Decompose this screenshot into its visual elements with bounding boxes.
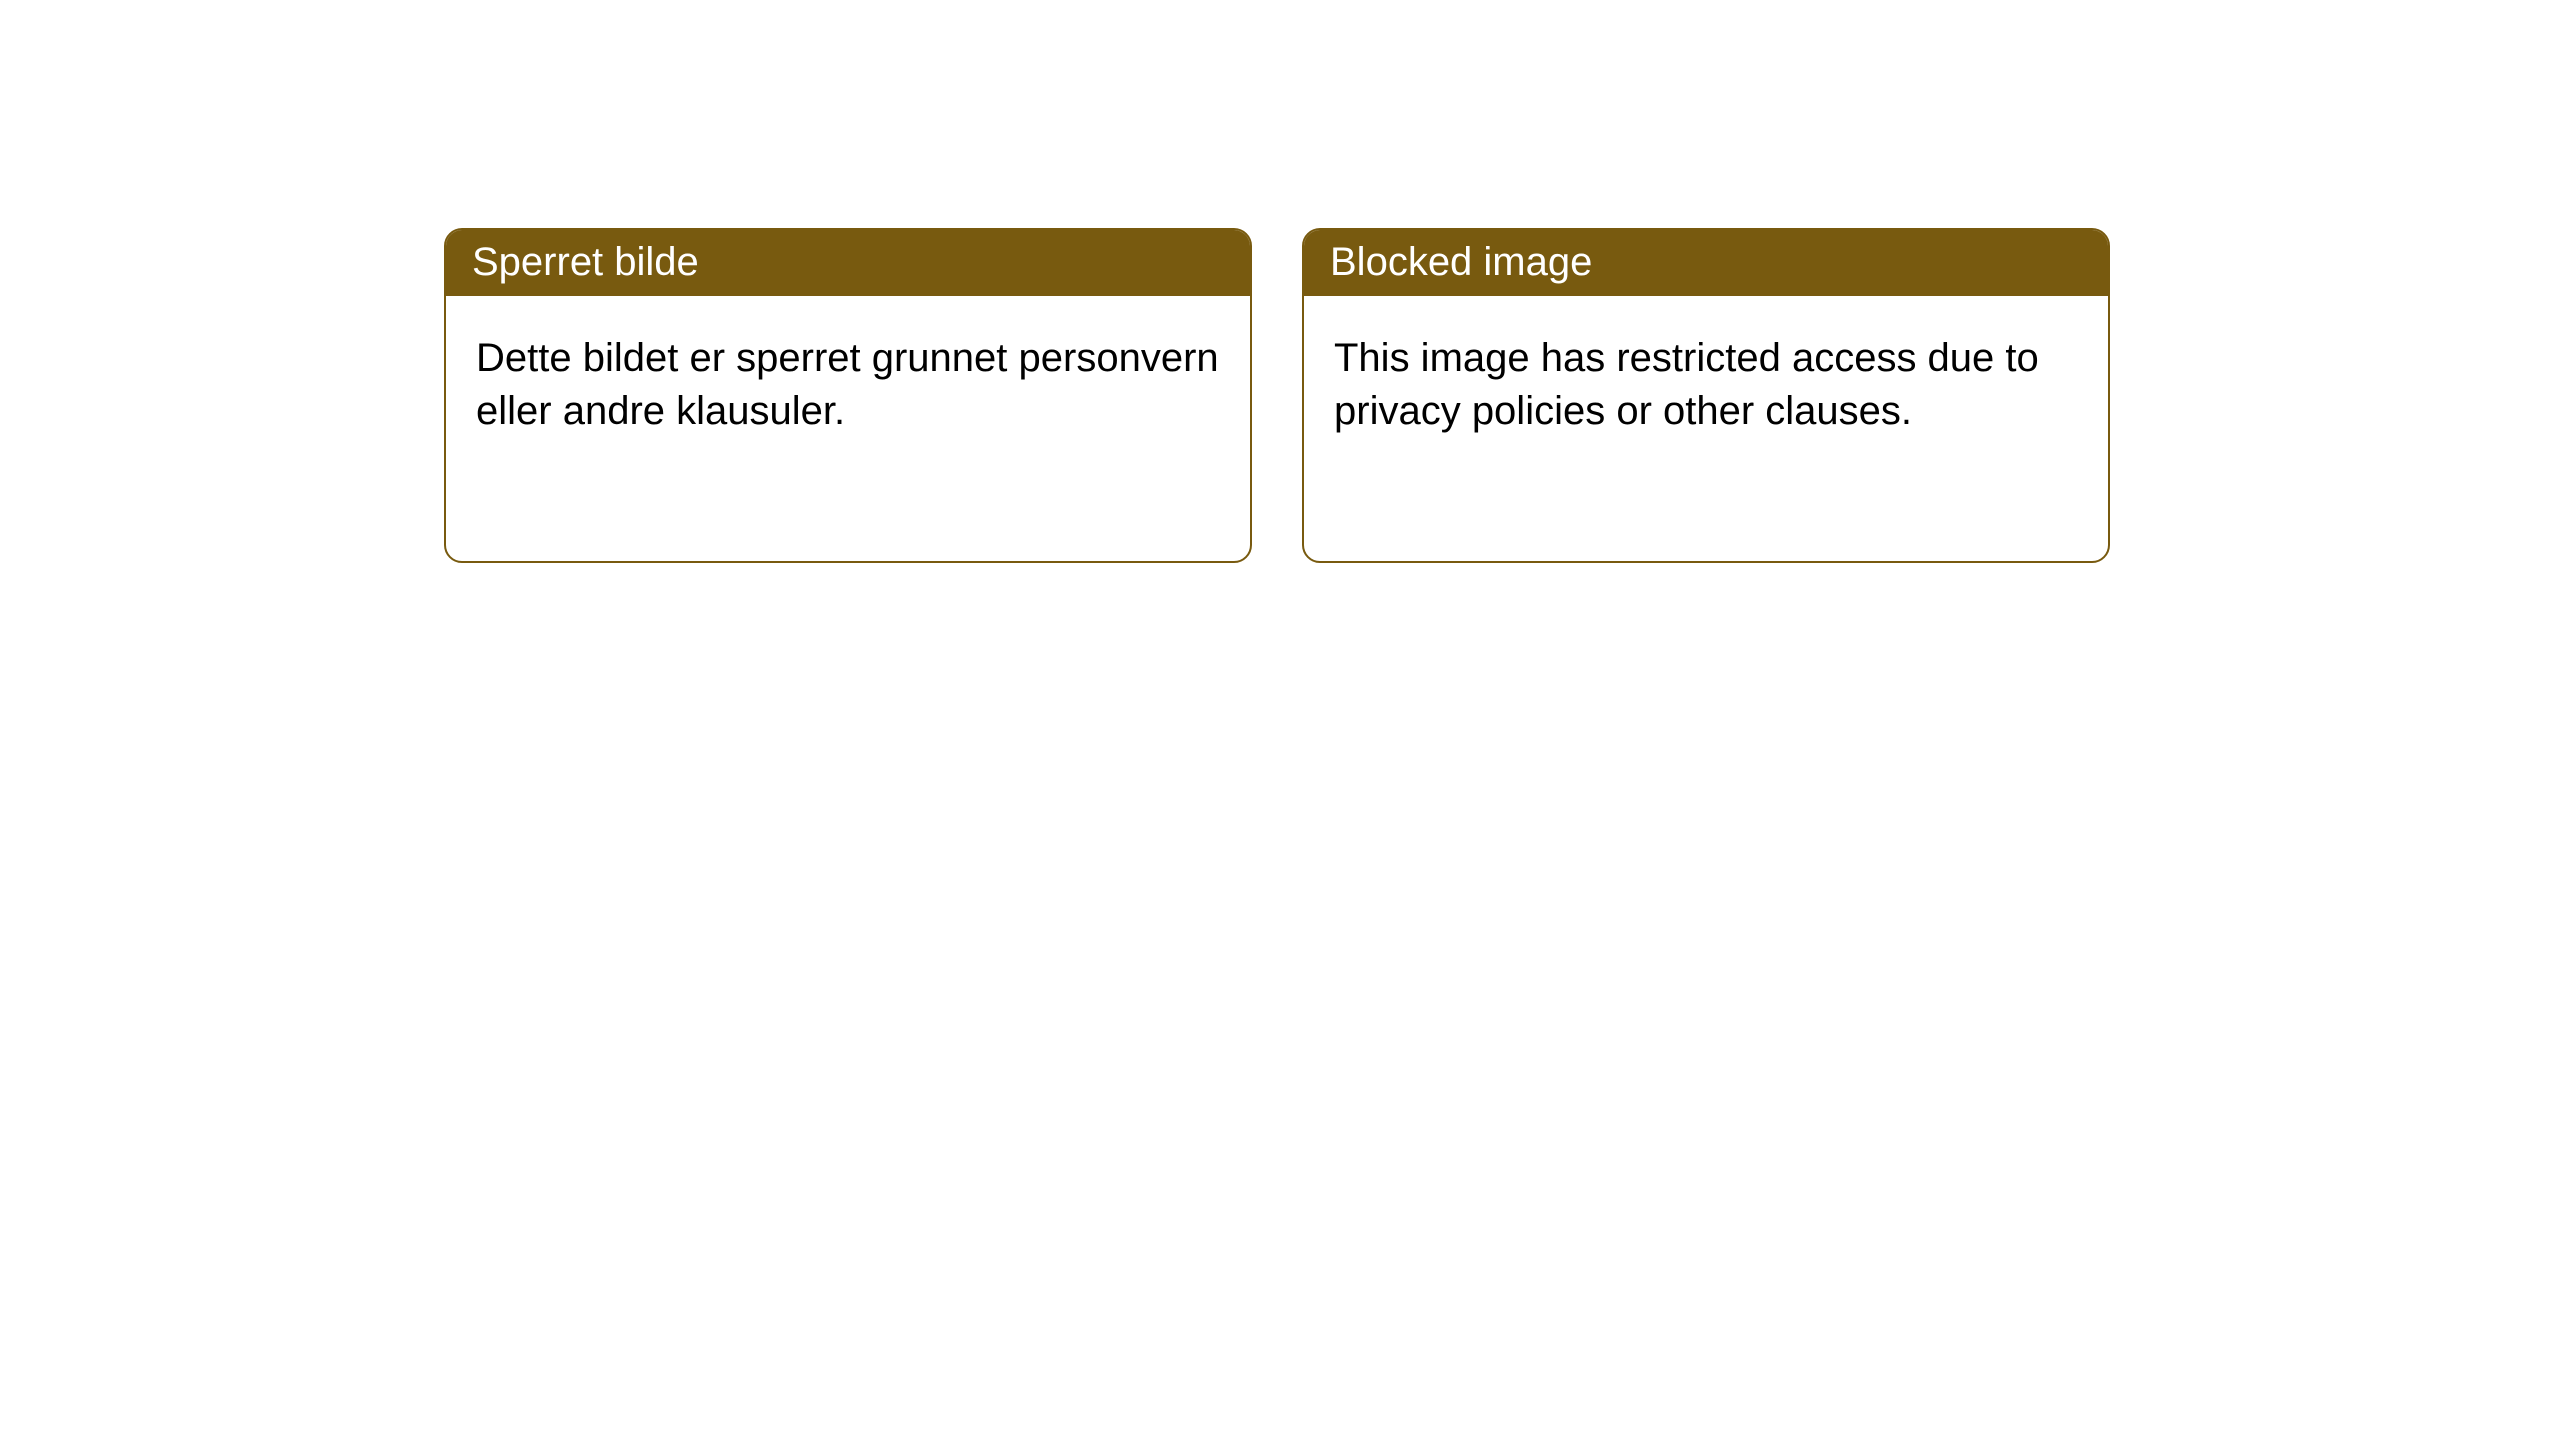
notice-card-norwegian: Sperret bilde Dette bildet er sperret gr… <box>444 228 1252 563</box>
card-body: Dette bildet er sperret grunnet personve… <box>446 296 1250 561</box>
card-title: Blocked image <box>1304 230 2108 296</box>
card-body: This image has restricted access due to … <box>1304 296 2108 561</box>
card-body-text: This image has restricted access due to … <box>1334 332 2078 438</box>
card-title: Sperret bilde <box>446 230 1250 296</box>
card-body-text: Dette bildet er sperret grunnet personve… <box>476 332 1220 438</box>
notice-card-row: Sperret bilde Dette bildet er sperret gr… <box>0 0 2560 563</box>
notice-card-english: Blocked image This image has restricted … <box>1302 228 2110 563</box>
